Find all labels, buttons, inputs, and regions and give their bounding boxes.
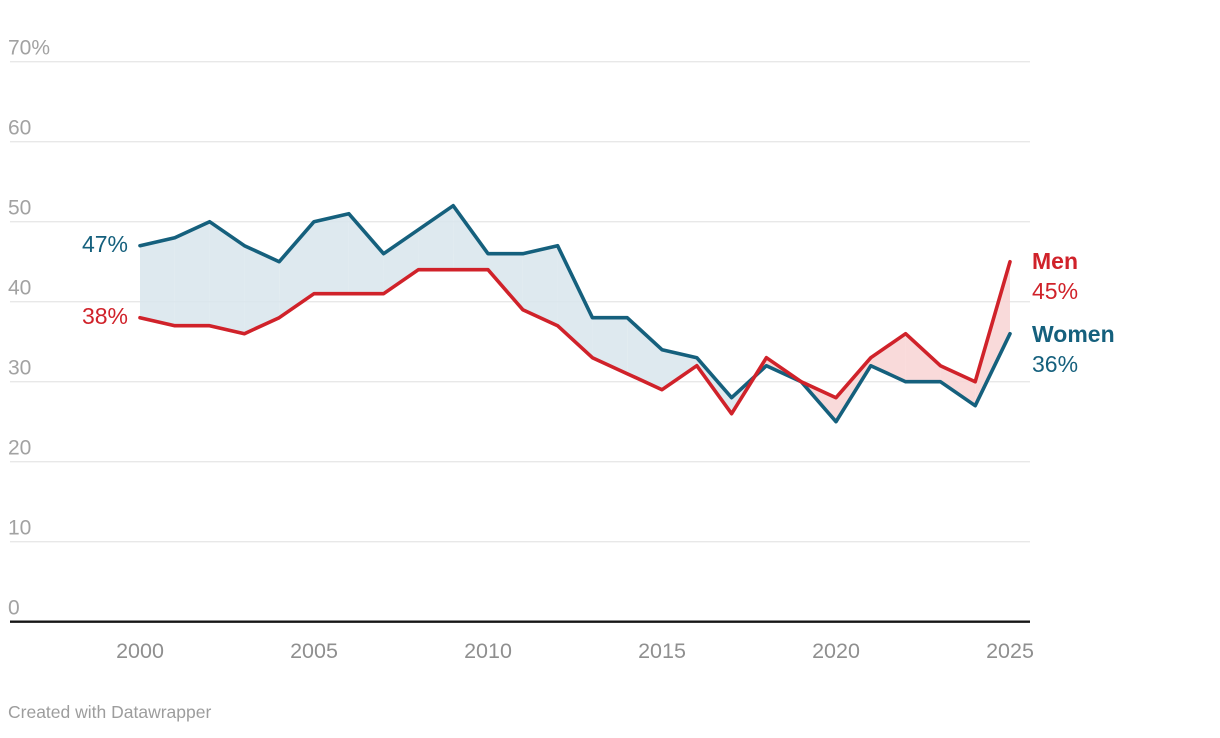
x-tick-label: 2010 — [464, 639, 512, 663]
area-segment — [209, 221, 245, 334]
area-segment — [488, 253, 523, 310]
area-segment — [418, 205, 454, 270]
area-segment — [140, 237, 175, 326]
area-segment — [174, 221, 210, 326]
area-segment — [627, 317, 662, 390]
area-segment — [453, 205, 488, 270]
series-end-value-women: 36% — [1032, 350, 1079, 377]
area-segment — [940, 365, 976, 406]
series-name-women: Women — [1032, 321, 1115, 347]
y-tick-label: 40 — [8, 277, 31, 300]
area-segment — [557, 245, 593, 358]
y-tick-label: 50 — [8, 197, 31, 220]
men-line — [138, 259, 1012, 416]
x-tick-label: 2025 — [986, 639, 1034, 663]
y-tick-label: 10 — [8, 517, 31, 540]
area-segment — [348, 213, 384, 294]
area-segment — [314, 213, 349, 294]
area-segment — [662, 349, 697, 390]
x-tick-label: 2000 — [116, 639, 164, 663]
y-tick-label: 60 — [8, 117, 31, 140]
area-segment — [383, 229, 419, 294]
y-tick-label: 30 — [8, 357, 31, 380]
series-label-men: Men 45% — [1032, 247, 1078, 306]
y-tick-label: 0 — [8, 597, 20, 620]
x-tick-label: 2005 — [290, 639, 338, 663]
y-tick-label: 20 — [8, 437, 31, 460]
series-name-men: Men — [1032, 248, 1078, 274]
area-segment — [522, 245, 558, 326]
datawrapper-credit-link[interactable]: Created with Datawrapper — [8, 702, 212, 722]
series-end-value-men: 45% — [1032, 277, 1079, 304]
series-label-women: Women 36% — [1032, 320, 1115, 379]
x-tick-label: 2015 — [638, 639, 686, 663]
area-segment — [905, 333, 941, 382]
start-value-label-women: 47% — [81, 231, 128, 257]
women-line — [138, 203, 1012, 424]
x-tick-label: 2020 — [812, 639, 860, 663]
start-value-label-men: 38% — [81, 303, 128, 329]
y-tick-label: 70% — [8, 37, 50, 60]
area-segment — [279, 221, 314, 318]
area-segment — [592, 317, 628, 374]
area-segment — [244, 245, 280, 334]
